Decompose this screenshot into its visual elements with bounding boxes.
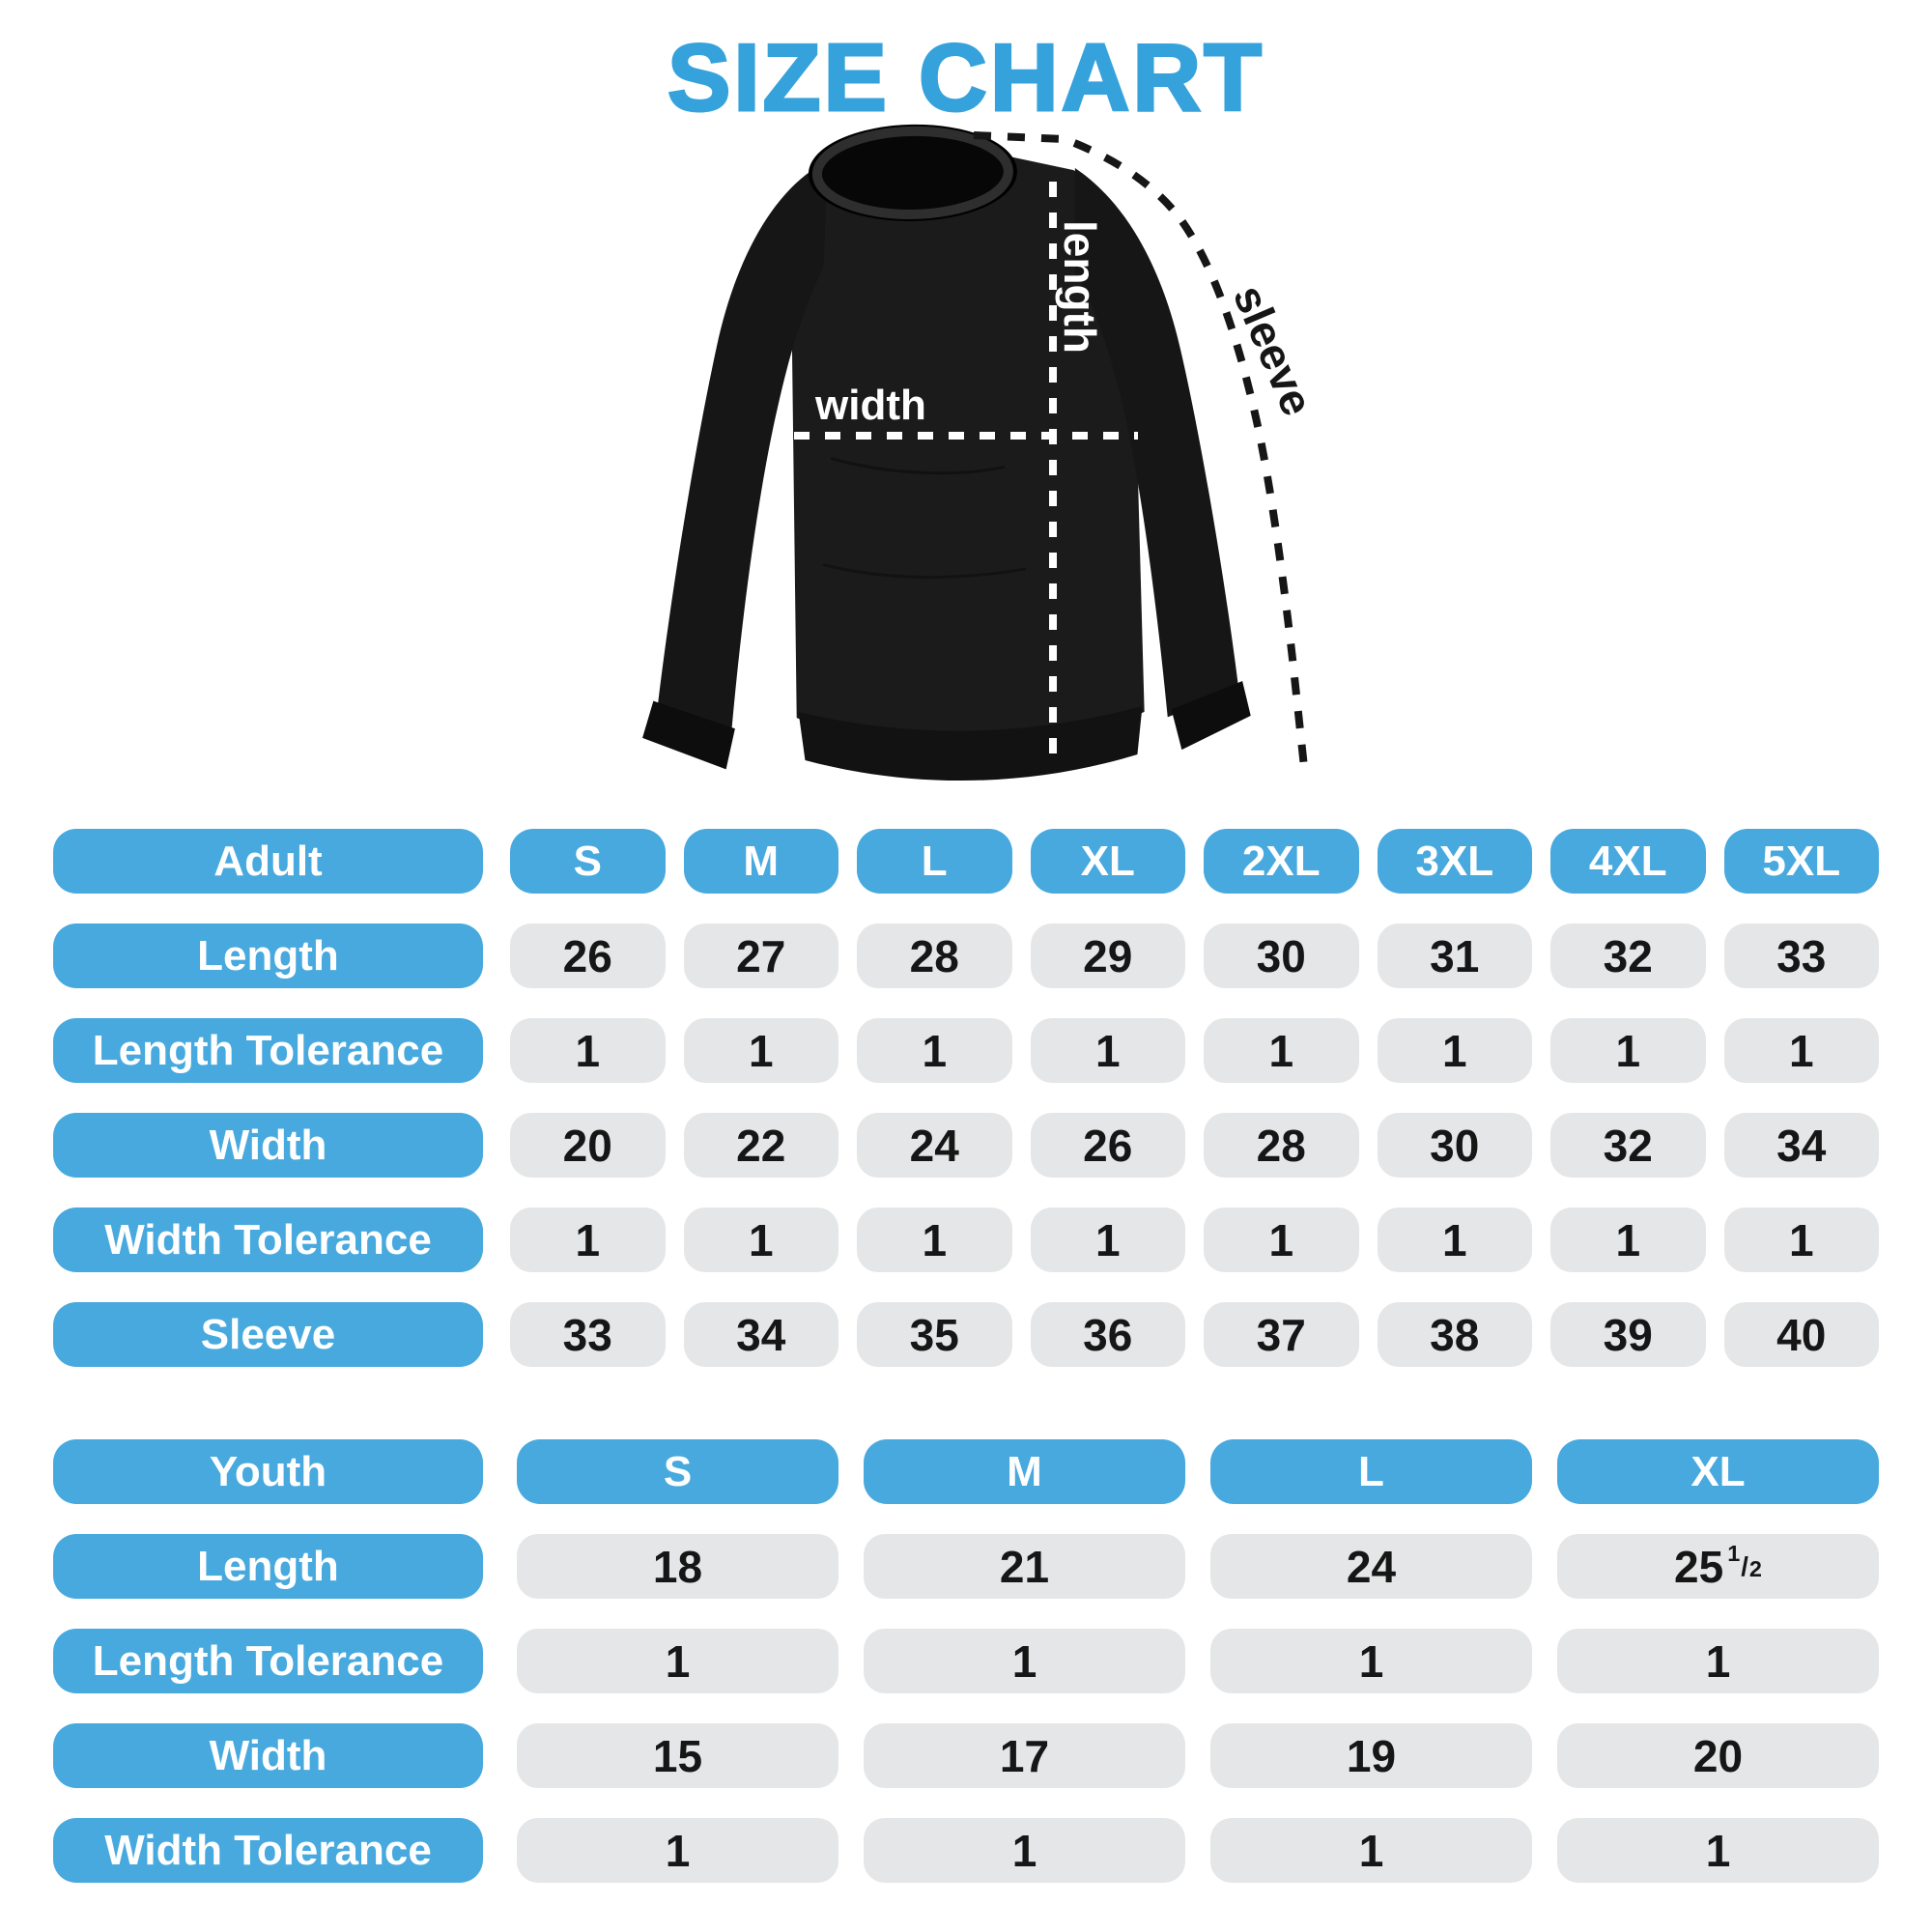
value-youth-length-tolerance-m: 1 [864,1629,1185,1693]
value-adult-length-tolerance-s: 1 [510,1018,666,1083]
value-youth-length-tolerance-s: 1 [517,1629,838,1693]
value-adult-sleeve-m: 34 [683,1302,838,1367]
value-adult-sleeve-3xl: 38 [1377,1302,1532,1367]
size-header-adult-m: M [683,829,838,894]
row-label-adult-sleeve: Sleeve [53,1302,483,1367]
sweatshirt-right-sleeve [1074,167,1239,718]
value-youth-width-tolerance-l: 1 [1210,1818,1532,1883]
value-youth-width-l: 19 [1210,1723,1532,1788]
value-youth-width-tolerance-xl: 1 [1557,1818,1879,1883]
sweatshirt-left-cuff [642,700,735,770]
value-adult-width-tolerance-5xl: 1 [1723,1208,1879,1272]
value-adult-length-m: 27 [683,923,838,988]
value-adult-width-tolerance-s: 1 [510,1208,666,1272]
row-label-youth-width-tolerance: Width Tolerance [53,1818,483,1883]
value-adult-length-tolerance-l: 1 [857,1018,1012,1083]
value-adult-length-tolerance-2xl: 1 [1204,1018,1359,1083]
value-adult-width-s: 20 [510,1113,666,1178]
value-youth-length-tolerance-l: 1 [1210,1629,1532,1693]
length-label: length [1055,220,1105,354]
value-youth-length-xl: 25 1/2 [1557,1534,1879,1599]
value-adult-width-tolerance-xl: 1 [1030,1208,1185,1272]
size-header-adult-xl: XL [1030,829,1185,894]
value-adult-width-5xl: 34 [1723,1113,1879,1178]
size-header-youth-s: S [517,1439,838,1504]
value-youth-width-s: 15 [517,1723,838,1788]
value-adult-width-m: 22 [683,1113,838,1178]
value-youth-length-s: 18 [517,1534,838,1599]
value-adult-length-xl: 29 [1030,923,1185,988]
size-header-adult-2xl: 2XL [1204,829,1359,894]
value-adult-length-tolerance-3xl: 1 [1377,1018,1532,1083]
value-adult-width-4xl: 32 [1550,1113,1706,1178]
row-label-adult-width: Width [53,1113,483,1178]
value-adult-length-l: 28 [857,923,1012,988]
value-adult-length-4xl: 32 [1550,923,1706,988]
size-header-adult-s: S [510,829,666,894]
fold-line [822,563,1027,580]
sweatshirt-collar [811,126,1013,219]
group-header-adult: Adult [53,829,483,894]
value-adult-sleeve-l: 35 [857,1302,1012,1367]
value-adult-length-3xl: 31 [1377,923,1532,988]
row-label-youth-length: Length [53,1534,483,1599]
size-header-youth-l: L [1210,1439,1532,1504]
row-label-youth-length-tolerance: Length Tolerance [53,1629,483,1693]
size-header-youth-m: M [864,1439,1185,1504]
value-adult-width-3xl: 30 [1377,1113,1532,1178]
size-header-adult-4xl: 4XL [1550,829,1706,894]
value-youth-width-m: 17 [864,1723,1185,1788]
value-adult-length-tolerance-4xl: 1 [1550,1018,1706,1083]
fold-line [830,456,1006,475]
sleeve-measure-line [973,131,1308,768]
size-header-adult-3xl: 3XL [1377,829,1532,894]
value-youth-length-m: 21 [864,1534,1185,1599]
value-adult-sleeve-s: 33 [510,1302,666,1367]
size-header-adult-5xl: 5XL [1723,829,1879,894]
youth-size-table: Youth S M L XL Length 18 21 24 25 1/2 Length Tolera… [53,1439,1879,1883]
value-adult-width-tolerance-4xl: 1 [1550,1208,1706,1272]
value-adult-length-tolerance-xl: 1 [1030,1018,1185,1083]
fraction-value: 1/2 [1727,1540,1762,1581]
value-adult-length-2xl: 30 [1204,923,1359,988]
value-adult-width-tolerance-l: 1 [857,1208,1012,1272]
value-adult-width-tolerance-3xl: 1 [1377,1208,1532,1272]
value-adult-width-l: 24 [857,1113,1012,1178]
value-adult-sleeve-2xl: 37 [1204,1302,1359,1367]
sweatshirt-hem [798,705,1143,781]
size-header-adult-l: L [857,829,1012,894]
page-title: SIZE CHART [667,23,1264,132]
sweatshirt-measurement-diagram: width length sleeve [541,108,1391,808]
value-adult-length-tolerance-5xl: 1 [1723,1018,1879,1083]
value-adult-sleeve-4xl: 39 [1550,1302,1706,1367]
sweatshirt-graphic [642,124,1251,781]
value-youth-width-tolerance-s: 1 [517,1818,838,1883]
value-adult-width-2xl: 28 [1204,1113,1359,1178]
value-adult-width-tolerance-2xl: 1 [1204,1208,1359,1272]
row-label-adult-length: Length [53,923,483,988]
value-adult-sleeve-5xl: 40 [1723,1302,1879,1367]
value-youth-width-tolerance-m: 1 [864,1818,1185,1883]
value-adult-length-5xl: 33 [1723,923,1879,988]
adult-size-table: Adult S M L XL 2XL 3XL 4XL 5XL Length 26 27 28 29 30 31… [53,829,1879,1367]
row-label-adult-length-tolerance: Length Tolerance [53,1018,483,1083]
sweatshirt-diagram-svg: width length sleeve [642,124,1323,781]
sweatshirt-left-sleeve [657,160,828,735]
sweatshirt-right-cuff [1171,681,1251,751]
row-label-adult-width-tolerance: Width Tolerance [53,1208,483,1272]
value-adult-sleeve-xl: 36 [1030,1302,1185,1367]
value-adult-width-tolerance-m: 1 [683,1208,838,1272]
value-youth-length-tolerance-xl: 1 [1557,1629,1879,1693]
row-label-youth-width: Width [53,1723,483,1788]
value-adult-width-xl: 26 [1030,1113,1185,1178]
width-label: width [814,382,926,429]
value-youth-width-xl: 20 [1557,1723,1879,1788]
group-header-youth: Youth [53,1439,483,1504]
value-adult-length-tolerance-m: 1 [683,1018,838,1083]
value-youth-length-l: 24 [1210,1534,1532,1599]
size-header-youth-xl: XL [1557,1439,1879,1504]
value-adult-length-s: 26 [510,923,666,988]
